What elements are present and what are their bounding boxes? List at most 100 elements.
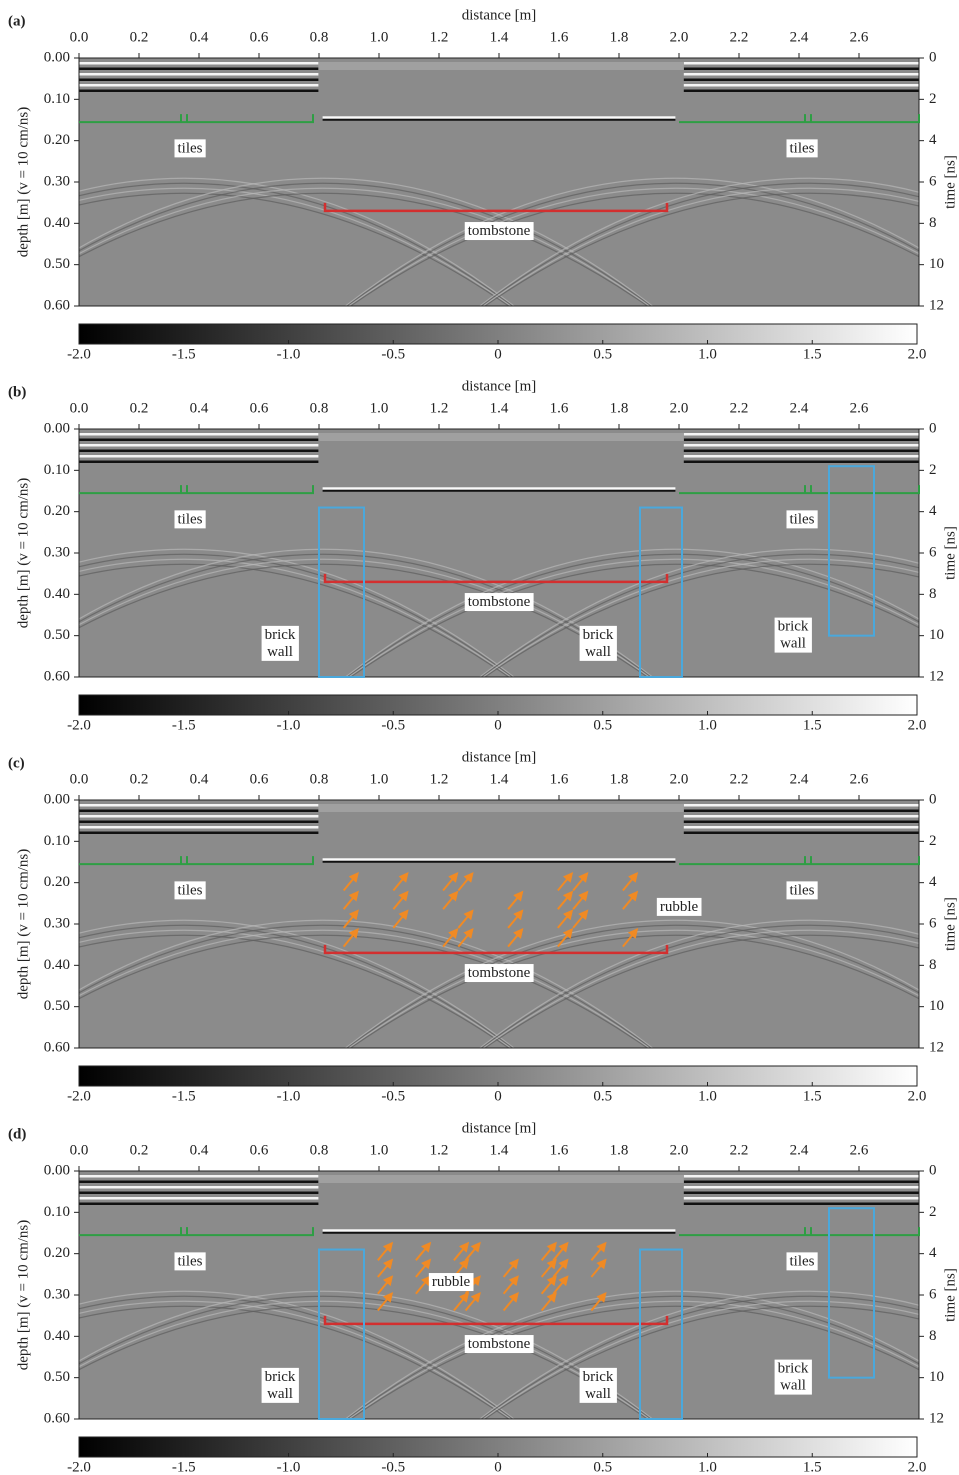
y2-axis-label: time [ns] (942, 155, 958, 209)
annotation-text: wall (267, 644, 293, 660)
hyperbola (484, 1305, 919, 1419)
annotation: rubble (660, 899, 699, 915)
band (683, 73, 919, 76)
image-background (79, 58, 919, 306)
colorbar-tick-label: -0.5 (381, 1088, 405, 1104)
y2-tick-label: 0 (929, 49, 937, 65)
annotation: tiles (790, 511, 815, 527)
hyperbola (484, 192, 919, 306)
colorbar-tick-label: 1.0 (698, 346, 717, 362)
x-tick-label: 0.6 (250, 771, 269, 787)
hyperbola (79, 1305, 510, 1419)
hyperbola (347, 1300, 919, 1419)
x-tick-label: 1.6 (550, 400, 569, 416)
panel-label: (c) (8, 755, 25, 771)
y2-axis-label: time [ns] (942, 1268, 958, 1322)
x-tick-label: 2.6 (850, 29, 869, 45)
band (683, 1197, 919, 1200)
band (683, 433, 919, 436)
arrow (590, 1241, 607, 1261)
x-tick-label: 2.4 (790, 771, 809, 787)
hyperbola (349, 1305, 919, 1419)
arrow (457, 871, 474, 892)
hyperbola (347, 929, 919, 1048)
annotation-text: wall (267, 1386, 293, 1402)
hyperbola (79, 187, 651, 306)
y2-tick-label: 2 (929, 1204, 937, 1220)
annotation-background (786, 881, 818, 900)
band (683, 804, 919, 807)
x-tick-label: 2.4 (790, 400, 809, 416)
y-tick-label: 0.30 (44, 544, 70, 560)
band (79, 1180, 319, 1183)
y-tick-label: 0.30 (44, 173, 70, 189)
annotation-background (464, 1335, 534, 1354)
y2-tick-label: 8 (929, 957, 937, 973)
band (79, 78, 319, 81)
hyperbola (482, 558, 919, 677)
arrow (572, 890, 589, 910)
arrow (622, 928, 639, 948)
colorbar-tick-label: 1.5 (803, 346, 822, 362)
band (79, 84, 319, 87)
colorbar-tick-label: 2.0 (908, 346, 927, 362)
arrow (540, 1258, 557, 1278)
hyperbola (346, 924, 919, 1048)
y-tick-label: 0.60 (44, 668, 70, 684)
arrow (457, 928, 474, 948)
band (79, 815, 319, 818)
band (79, 449, 319, 452)
annotation-background (464, 964, 534, 983)
x-tick-label: 0.2 (130, 400, 149, 416)
arrow (392, 871, 409, 892)
arrow (377, 1258, 394, 1278)
y-tick-label: 0.10 (44, 462, 70, 478)
annotation-text: brick (583, 1369, 614, 1385)
x-tick-label: 1.4 (490, 29, 509, 45)
hyperbola (79, 934, 649, 1048)
arrow (557, 928, 574, 948)
annotation-background (579, 1367, 617, 1403)
x-tick-label: 1.4 (490, 1142, 509, 1158)
hyperbola (79, 177, 515, 306)
y2-tick-label: 6 (929, 544, 937, 560)
image-background (79, 800, 919, 1048)
arrow (502, 1258, 519, 1278)
annotation: rubble (432, 1274, 471, 1290)
x-axis-label: distance [m] (462, 749, 537, 765)
annotation-background (428, 1273, 474, 1292)
band (79, 62, 319, 65)
panel: (c) distance [m] depth [m] (v = 10 cm/ns) t… (8, 749, 958, 1104)
x-tick-label: 2.4 (790, 29, 809, 45)
x-tick-label: 1.0 (370, 1142, 389, 1158)
hyperbola (347, 187, 919, 306)
annotation: tiles (178, 511, 203, 527)
x-tick-label: 1.0 (370, 400, 389, 416)
radargram-image (79, 58, 919, 306)
arrow (442, 928, 459, 948)
y2-tick-label: 12 (929, 668, 944, 684)
panel-label: (b) (8, 384, 26, 400)
hyperbola (79, 182, 652, 306)
x-axis-label: distance [m] (462, 7, 537, 23)
tiles-line (679, 856, 920, 866)
arrow (540, 1291, 557, 1312)
colorbar-tick-label: -1.0 (277, 717, 301, 733)
colorbar-tick-label: 0 (494, 1088, 502, 1104)
annotation-text: tombstone (468, 965, 531, 981)
arrow (442, 871, 459, 892)
annotation: tiles (790, 1253, 815, 1269)
band (683, 78, 919, 81)
hyperbola (478, 548, 919, 677)
y-tick-label: 0.50 (44, 998, 70, 1014)
y2-tick-label: 4 (929, 132, 937, 148)
annotation-text: wall (780, 636, 806, 652)
x-tick-label: 0.2 (130, 29, 149, 45)
annotation-text: wall (585, 644, 611, 660)
colorbar-tick-label: -2.0 (67, 1088, 91, 1104)
x-tick-label: 1.0 (370, 771, 389, 787)
band (79, 444, 319, 447)
hyperbola (482, 187, 919, 306)
band (683, 438, 919, 441)
